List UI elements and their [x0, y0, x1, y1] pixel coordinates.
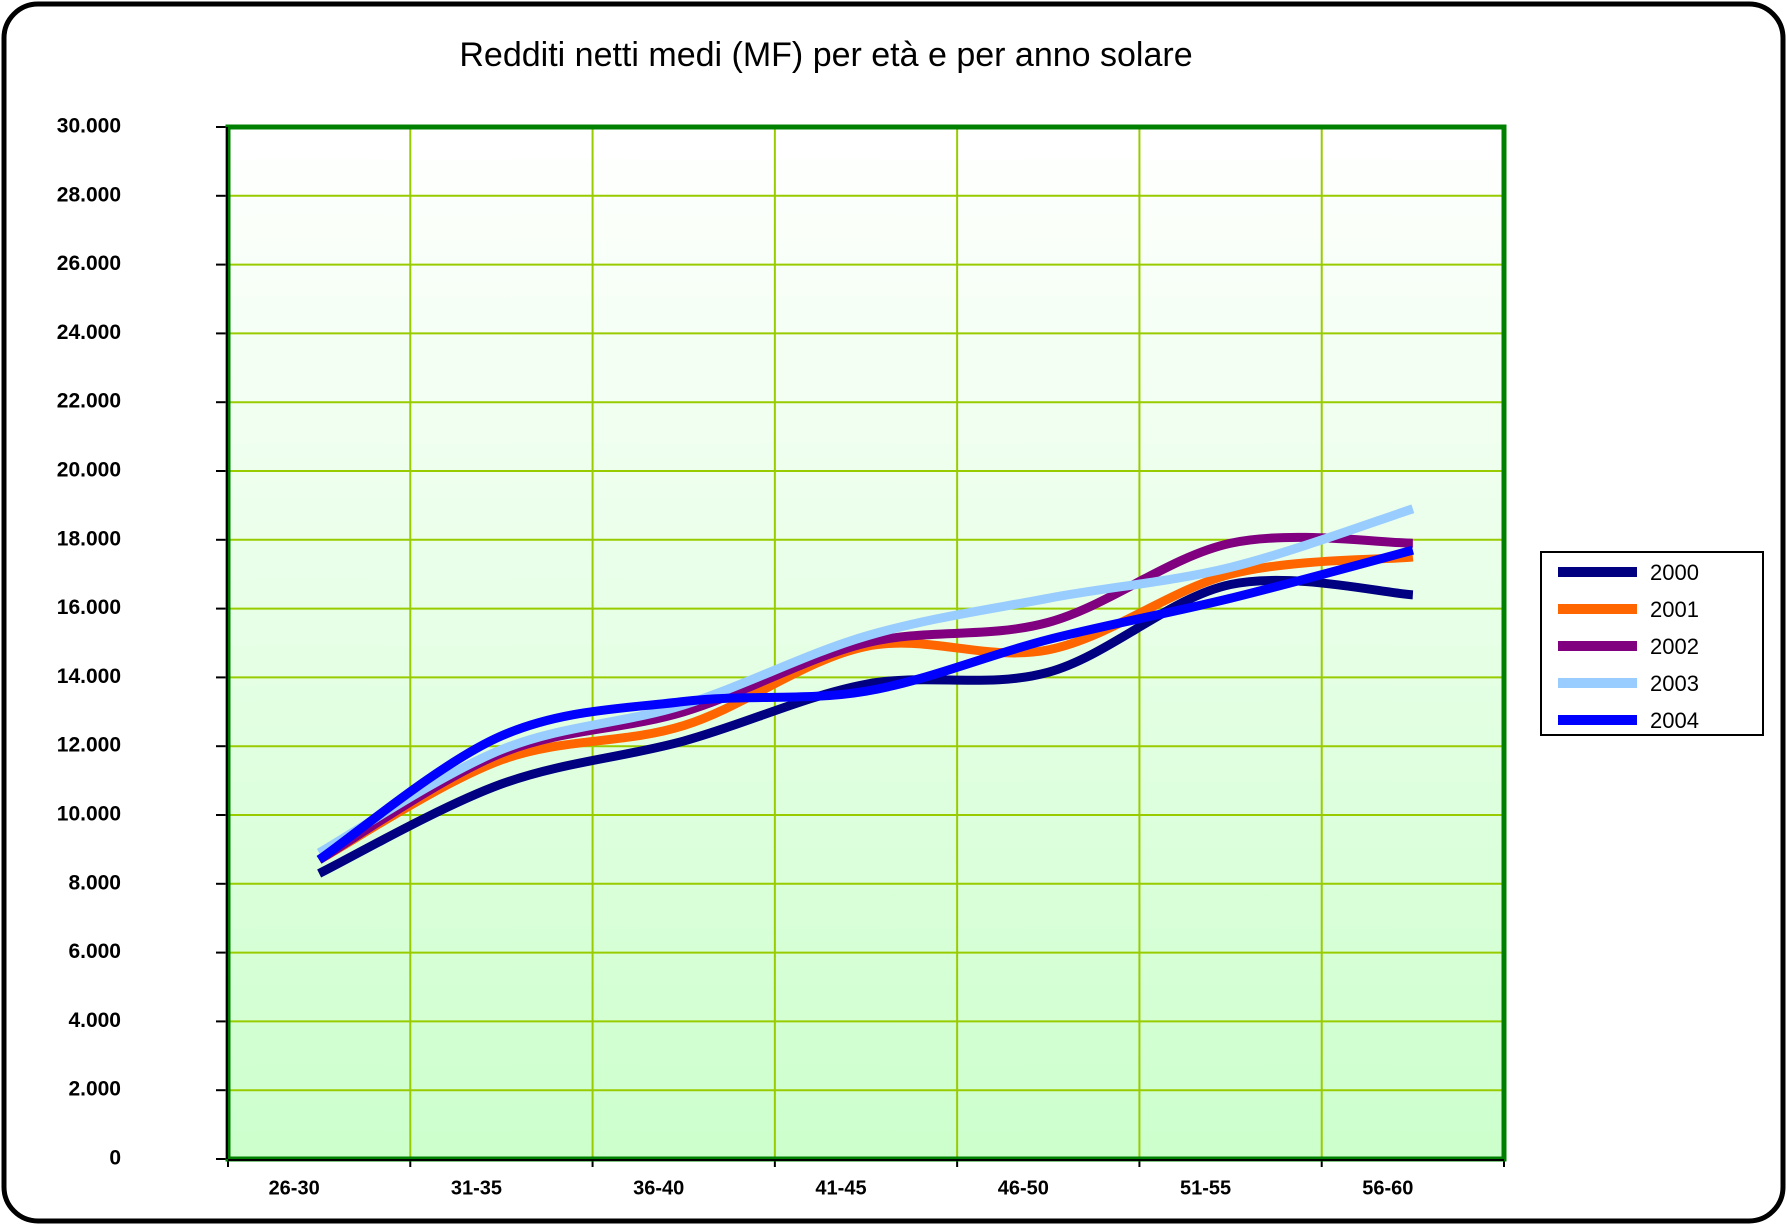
y-tick-label: 0 — [109, 1147, 121, 1170]
y-tick-label: 20.000 — [57, 459, 121, 482]
x-tick-label: 51-55 — [1180, 1177, 1231, 1199]
legend-label: 2000 — [1650, 560, 1699, 585]
y-tick-label: 22.000 — [57, 390, 121, 413]
x-tick-label: 46-50 — [998, 1177, 1049, 1199]
legend-label: 2001 — [1650, 597, 1699, 622]
y-tick-label: 8.000 — [68, 871, 121, 894]
x-tick-label: 56-60 — [1362, 1177, 1413, 1199]
series-line — [316, 545, 1415, 864]
legend-label: 2004 — [1650, 708, 1699, 733]
x-tick-label: 26-30 — [269, 1177, 320, 1199]
y-tick-label: 28.000 — [57, 183, 121, 206]
x-tick-label: 41-45 — [815, 1177, 866, 1199]
series-line — [317, 575, 1414, 878]
x-tick-label: 31-35 — [451, 1177, 502, 1199]
y-tick-label: 2.000 — [68, 1078, 121, 1101]
series-line — [316, 504, 1415, 857]
y-tick-label: 4.000 — [68, 1009, 121, 1032]
y-tick-label: 26.000 — [57, 252, 121, 275]
y-tick-label: 10.000 — [57, 803, 121, 826]
y-tick-label: 18.000 — [57, 527, 121, 550]
y-tick-label: 6.000 — [68, 940, 121, 963]
y-tick-label: 30.000 — [57, 115, 121, 138]
legend-label: 2002 — [1650, 634, 1699, 659]
y-tick-label: 16.000 — [57, 596, 121, 619]
legend-label: 2003 — [1650, 671, 1699, 696]
x-tick-label: 36-40 — [633, 1177, 684, 1199]
y-tick-label: 12.000 — [57, 734, 121, 757]
y-tick-label: 14.000 — [57, 665, 121, 688]
chart-title: Redditi netti medi (MF) per età e per an… — [459, 36, 1192, 74]
y-tick-label: 24.000 — [57, 321, 121, 344]
